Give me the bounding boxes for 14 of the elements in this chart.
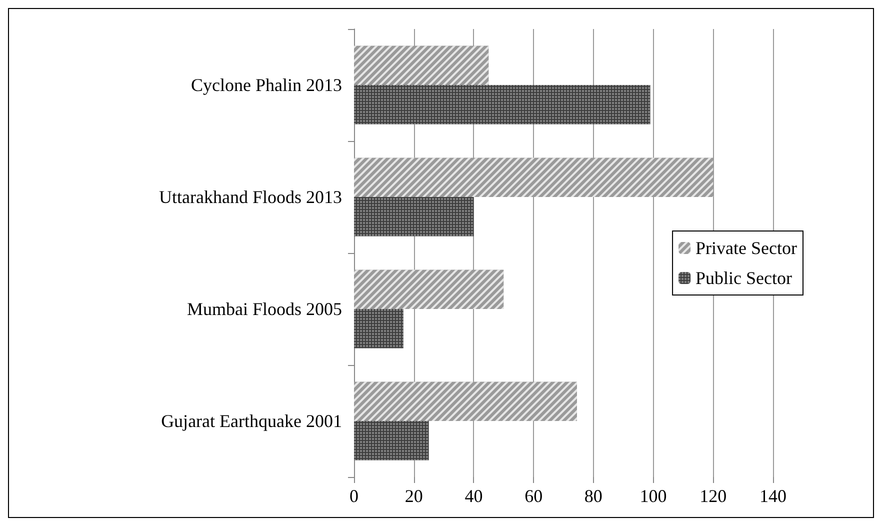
x-tick-label: 80 <box>584 486 602 506</box>
x-tick-label: 20 <box>404 486 423 506</box>
legend-label: Private Sector <box>696 238 798 258</box>
x-tick-label: 0 <box>350 486 358 506</box>
y-tick-label: Mumbai Floods 2005 <box>186 299 342 319</box>
legend-label: Public Sector <box>696 268 792 288</box>
x-tick-label: 60 <box>524 486 543 506</box>
x-tick-label: 100 <box>640 486 667 506</box>
y-tick-label: Uttarakhand Floods 2013 <box>159 187 342 207</box>
x-tick-label: 120 <box>700 486 727 506</box>
x-tick-label: 140 <box>760 486 786 506</box>
y-tick-label: Gujarat Earthquake 2001 <box>161 411 342 431</box>
x-tick-label: 40 <box>464 486 483 506</box>
y-tick-label: Cyclone Phalin 2013 <box>191 75 342 95</box>
